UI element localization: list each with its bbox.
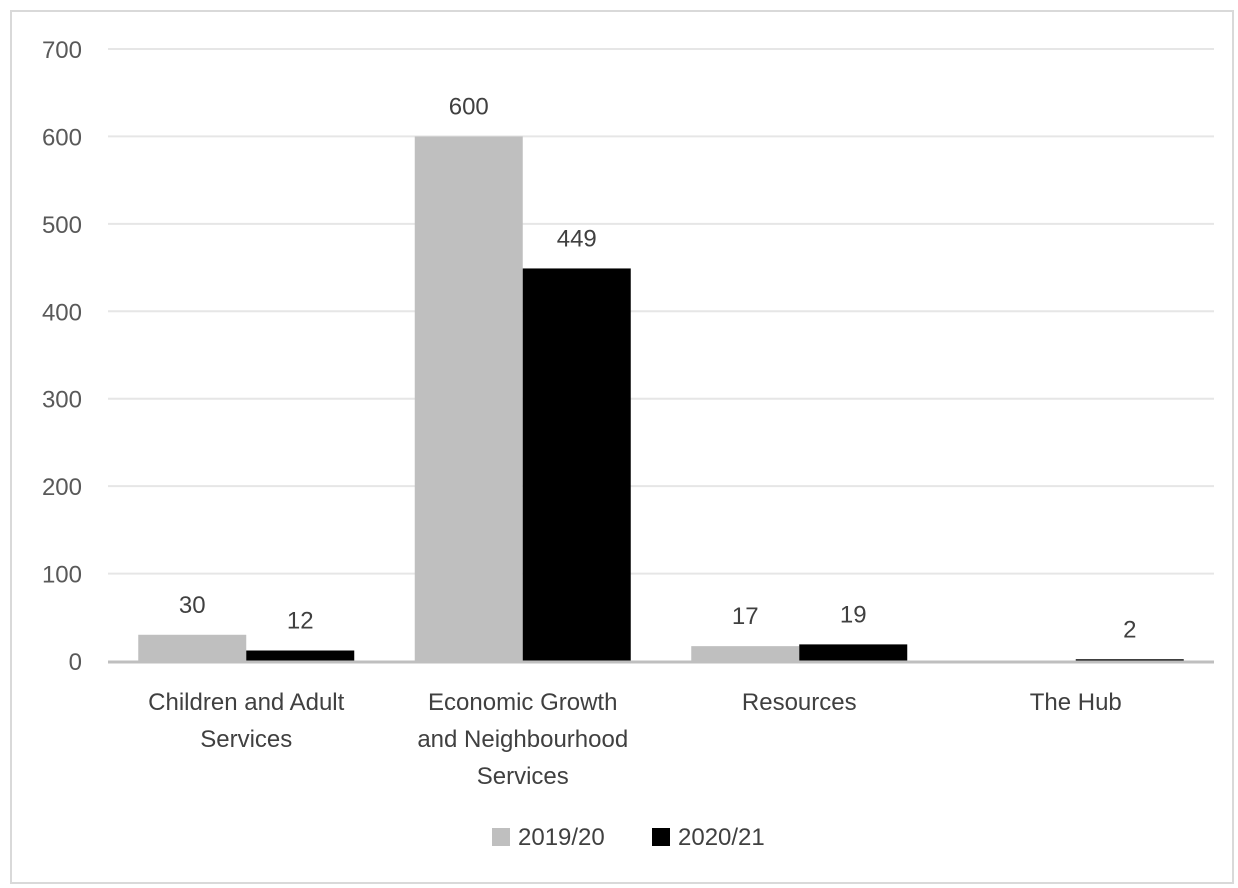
data-labels: 30 12 600 449 17 19 2 — [179, 93, 1137, 643]
bar-2019-20-1 — [414, 136, 523, 661]
data-label: 30 — [179, 592, 206, 619]
y-tick-label: 300 — [42, 387, 82, 414]
bar-2019-20-2 — [691, 646, 800, 661]
legend-swatch — [652, 828, 670, 846]
x-category-label: Economic Growth and Neighbourhood Services — [417, 689, 628, 790]
y-tick-label: 700 — [42, 37, 82, 64]
data-label: 12 — [287, 608, 314, 635]
bar-2019-20-0 — [138, 634, 247, 661]
legend-swatch — [492, 828, 510, 846]
bars — [138, 136, 1184, 661]
data-label: 2 — [1123, 616, 1136, 643]
data-label: 17 — [732, 603, 759, 630]
y-axis-ticks: 0 100 200 300 400 500 600 700 — [42, 37, 82, 676]
y-tick-label: 200 — [42, 474, 82, 501]
x-category-label: Children and Adult Services — [148, 689, 344, 753]
data-label: 600 — [449, 93, 489, 120]
legend-label: 2020/21 — [678, 824, 765, 851]
bar-2020-21-2 — [799, 644, 908, 661]
x-category-label: The Hub — [1030, 689, 1122, 716]
bar-2020-21-3 — [1075, 659, 1184, 661]
legend-label: 2019/20 — [518, 824, 605, 851]
legend: 2019/20 2020/21 — [492, 824, 765, 851]
x-category-label: Resources — [742, 689, 857, 716]
data-label: 19 — [840, 601, 867, 628]
y-tick-label: 100 — [42, 562, 82, 589]
y-tick-label: 500 — [42, 212, 82, 239]
bar-2020-21-1 — [522, 268, 631, 661]
bar-2020-21-0 — [246, 650, 355, 661]
data-label: 449 — [557, 225, 597, 252]
gridlines — [108, 48, 1214, 575]
y-tick-label: 400 — [42, 299, 82, 326]
y-tick-label: 0 — [69, 649, 82, 676]
x-axis-categories: Children and Adult Services Economic Growt… — [148, 689, 1122, 790]
y-tick-label: 600 — [42, 124, 82, 151]
